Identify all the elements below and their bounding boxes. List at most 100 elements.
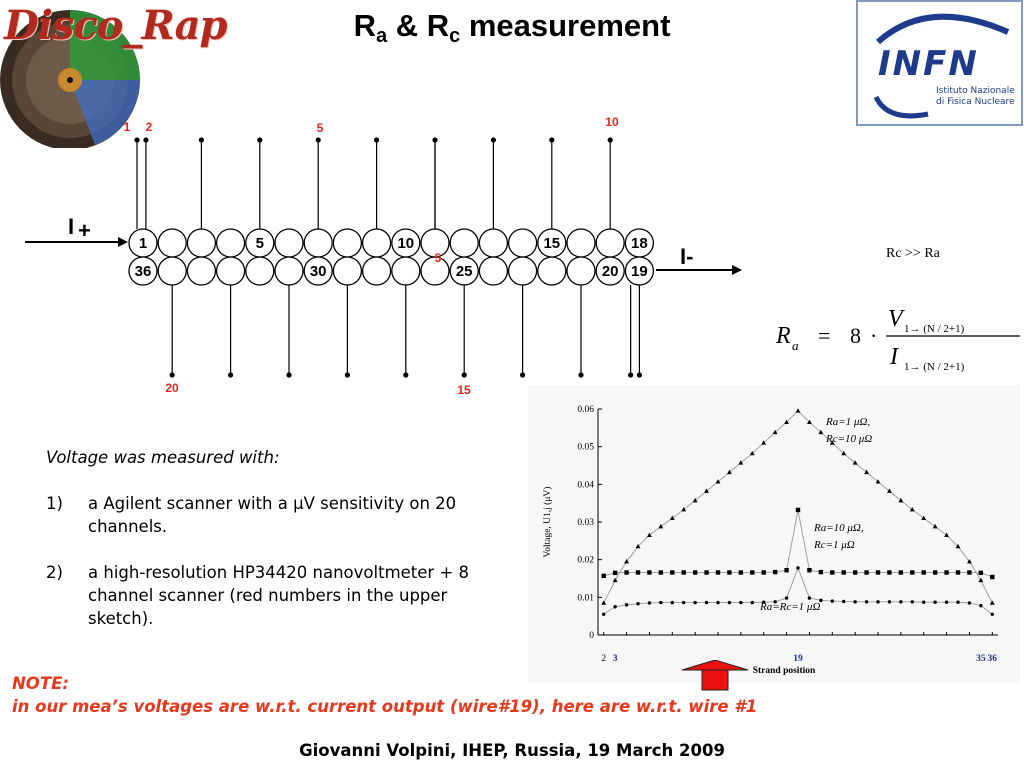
series-point — [921, 570, 926, 575]
series-point — [602, 612, 606, 616]
y-tick-label: 0.05 — [577, 443, 594, 453]
series-point — [955, 570, 961, 575]
series-point — [978, 570, 984, 576]
legend-label: Ra=10 μΩ, — [813, 522, 864, 534]
strand-label-top: 10 — [397, 235, 414, 252]
sketch-wire-end — [520, 372, 526, 378]
series-point — [841, 570, 846, 575]
series-point — [601, 600, 607, 605]
series-point — [864, 469, 869, 475]
sketch-wire-end — [169, 372, 175, 378]
disco-rap-logo: Disco_Rap — [0, 0, 227, 150]
sketch-wires — [25, 137, 742, 378]
x-tick-label: 3 — [613, 654, 618, 664]
series-point — [944, 600, 949, 604]
sketch-wire-end — [286, 372, 292, 378]
description-intro: Voltage was measured with: — [46, 448, 280, 467]
y-tick-label: 0 — [589, 631, 594, 641]
y-tick-label: 0.03 — [577, 518, 594, 528]
legend-label: Rc=1 μΩ — [813, 539, 855, 551]
series-point — [967, 601, 972, 605]
series-point — [967, 558, 972, 564]
series-point — [715, 570, 721, 575]
series-point — [899, 600, 903, 604]
series-point — [704, 488, 709, 493]
sketch-wire-end — [578, 372, 584, 378]
list-item-text: a high-resolution HP34420 nanovoltmeter … — [88, 563, 470, 628]
series-point — [647, 570, 652, 575]
series-point — [681, 570, 686, 575]
formula-denominator: I — [889, 344, 899, 370]
strand-bottom — [478, 256, 509, 286]
strand-top — [507, 228, 538, 258]
strand-bottom — [507, 256, 538, 286]
strand-bottom — [157, 256, 187, 286]
formula-factor: 8 — [850, 323, 861, 348]
series-point — [842, 599, 846, 604]
strand-label-bottom: 30 — [310, 263, 327, 280]
x-axis-label: Strand position — [753, 666, 816, 676]
strand-bottom — [624, 256, 655, 286]
series-point — [955, 543, 961, 549]
strand-top — [449, 228, 479, 258]
series-point — [727, 570, 732, 575]
series-point — [875, 570, 881, 575]
formula-denominator-index: 1→ (N / 2+1) — [904, 361, 965, 373]
series-point — [784, 419, 789, 424]
strand-top — [332, 228, 363, 258]
series-point — [659, 600, 663, 605]
series-point — [807, 568, 812, 573]
series-point — [932, 570, 938, 575]
series-point — [727, 600, 732, 605]
sketch-wire-end — [344, 372, 350, 378]
legend-label: Ra=Rc=1 μΩ — [759, 601, 820, 613]
infn-logo: INFN Istituto Nazionale di Fisica Nuclea… — [856, 0, 1023, 126]
series-point — [704, 570, 709, 575]
series-point — [761, 440, 767, 445]
strand-top — [566, 228, 596, 258]
series-point — [636, 602, 640, 606]
strand-bottom — [361, 256, 392, 286]
sketch-wire-end — [403, 372, 409, 378]
series-point — [795, 507, 801, 513]
strand-top — [186, 228, 217, 258]
series-point — [819, 598, 823, 603]
strand-bottom — [303, 256, 333, 286]
strand-top — [215, 228, 246, 258]
strand-label-bottom: 20 — [602, 263, 619, 280]
note-block: NOTE: in our mea’s voltages are w.r.t. c… — [12, 672, 757, 718]
series-point — [658, 570, 664, 575]
series-point — [876, 600, 880, 604]
wire-label-top: 2 — [146, 120, 153, 134]
series-point — [864, 570, 869, 575]
current-in-sign: + — [78, 218, 91, 243]
series-point — [624, 570, 629, 575]
strand-top — [478, 228, 509, 258]
series-point — [818, 569, 824, 575]
note-label: NOTE: — [12, 674, 69, 693]
series-point — [658, 523, 664, 529]
strand-label-top: 15 — [543, 235, 560, 252]
series-point — [716, 600, 720, 605]
series-point — [979, 603, 983, 608]
series-point — [852, 460, 858, 465]
series-point — [772, 569, 778, 575]
list-item: 2) a high-resolution HP34420 nanovoltmet… — [46, 561, 516, 630]
y-tick-label: 0.02 — [577, 556, 594, 566]
current-out-arrowhead — [732, 265, 742, 275]
voltage-chart: 0 0.01 0.02 0.03 0.04 0.05 0.06 Voltage, U1,j (… — [528, 385, 1020, 683]
strand-label-bottom: 19 — [631, 263, 648, 280]
series-point — [932, 523, 938, 529]
list-item-number: 2) — [46, 563, 63, 582]
x-tick-label: 2 — [601, 654, 606, 664]
series-point — [909, 506, 915, 512]
y-tick-label: 0.04 — [577, 480, 594, 490]
legend-label: Rc=10 μΩ — [825, 433, 872, 445]
series-point — [750, 570, 755, 575]
series-point — [715, 479, 721, 484]
strand-top — [361, 228, 392, 258]
series-point — [910, 570, 915, 575]
series-point — [681, 506, 687, 512]
series-point — [739, 600, 743, 605]
